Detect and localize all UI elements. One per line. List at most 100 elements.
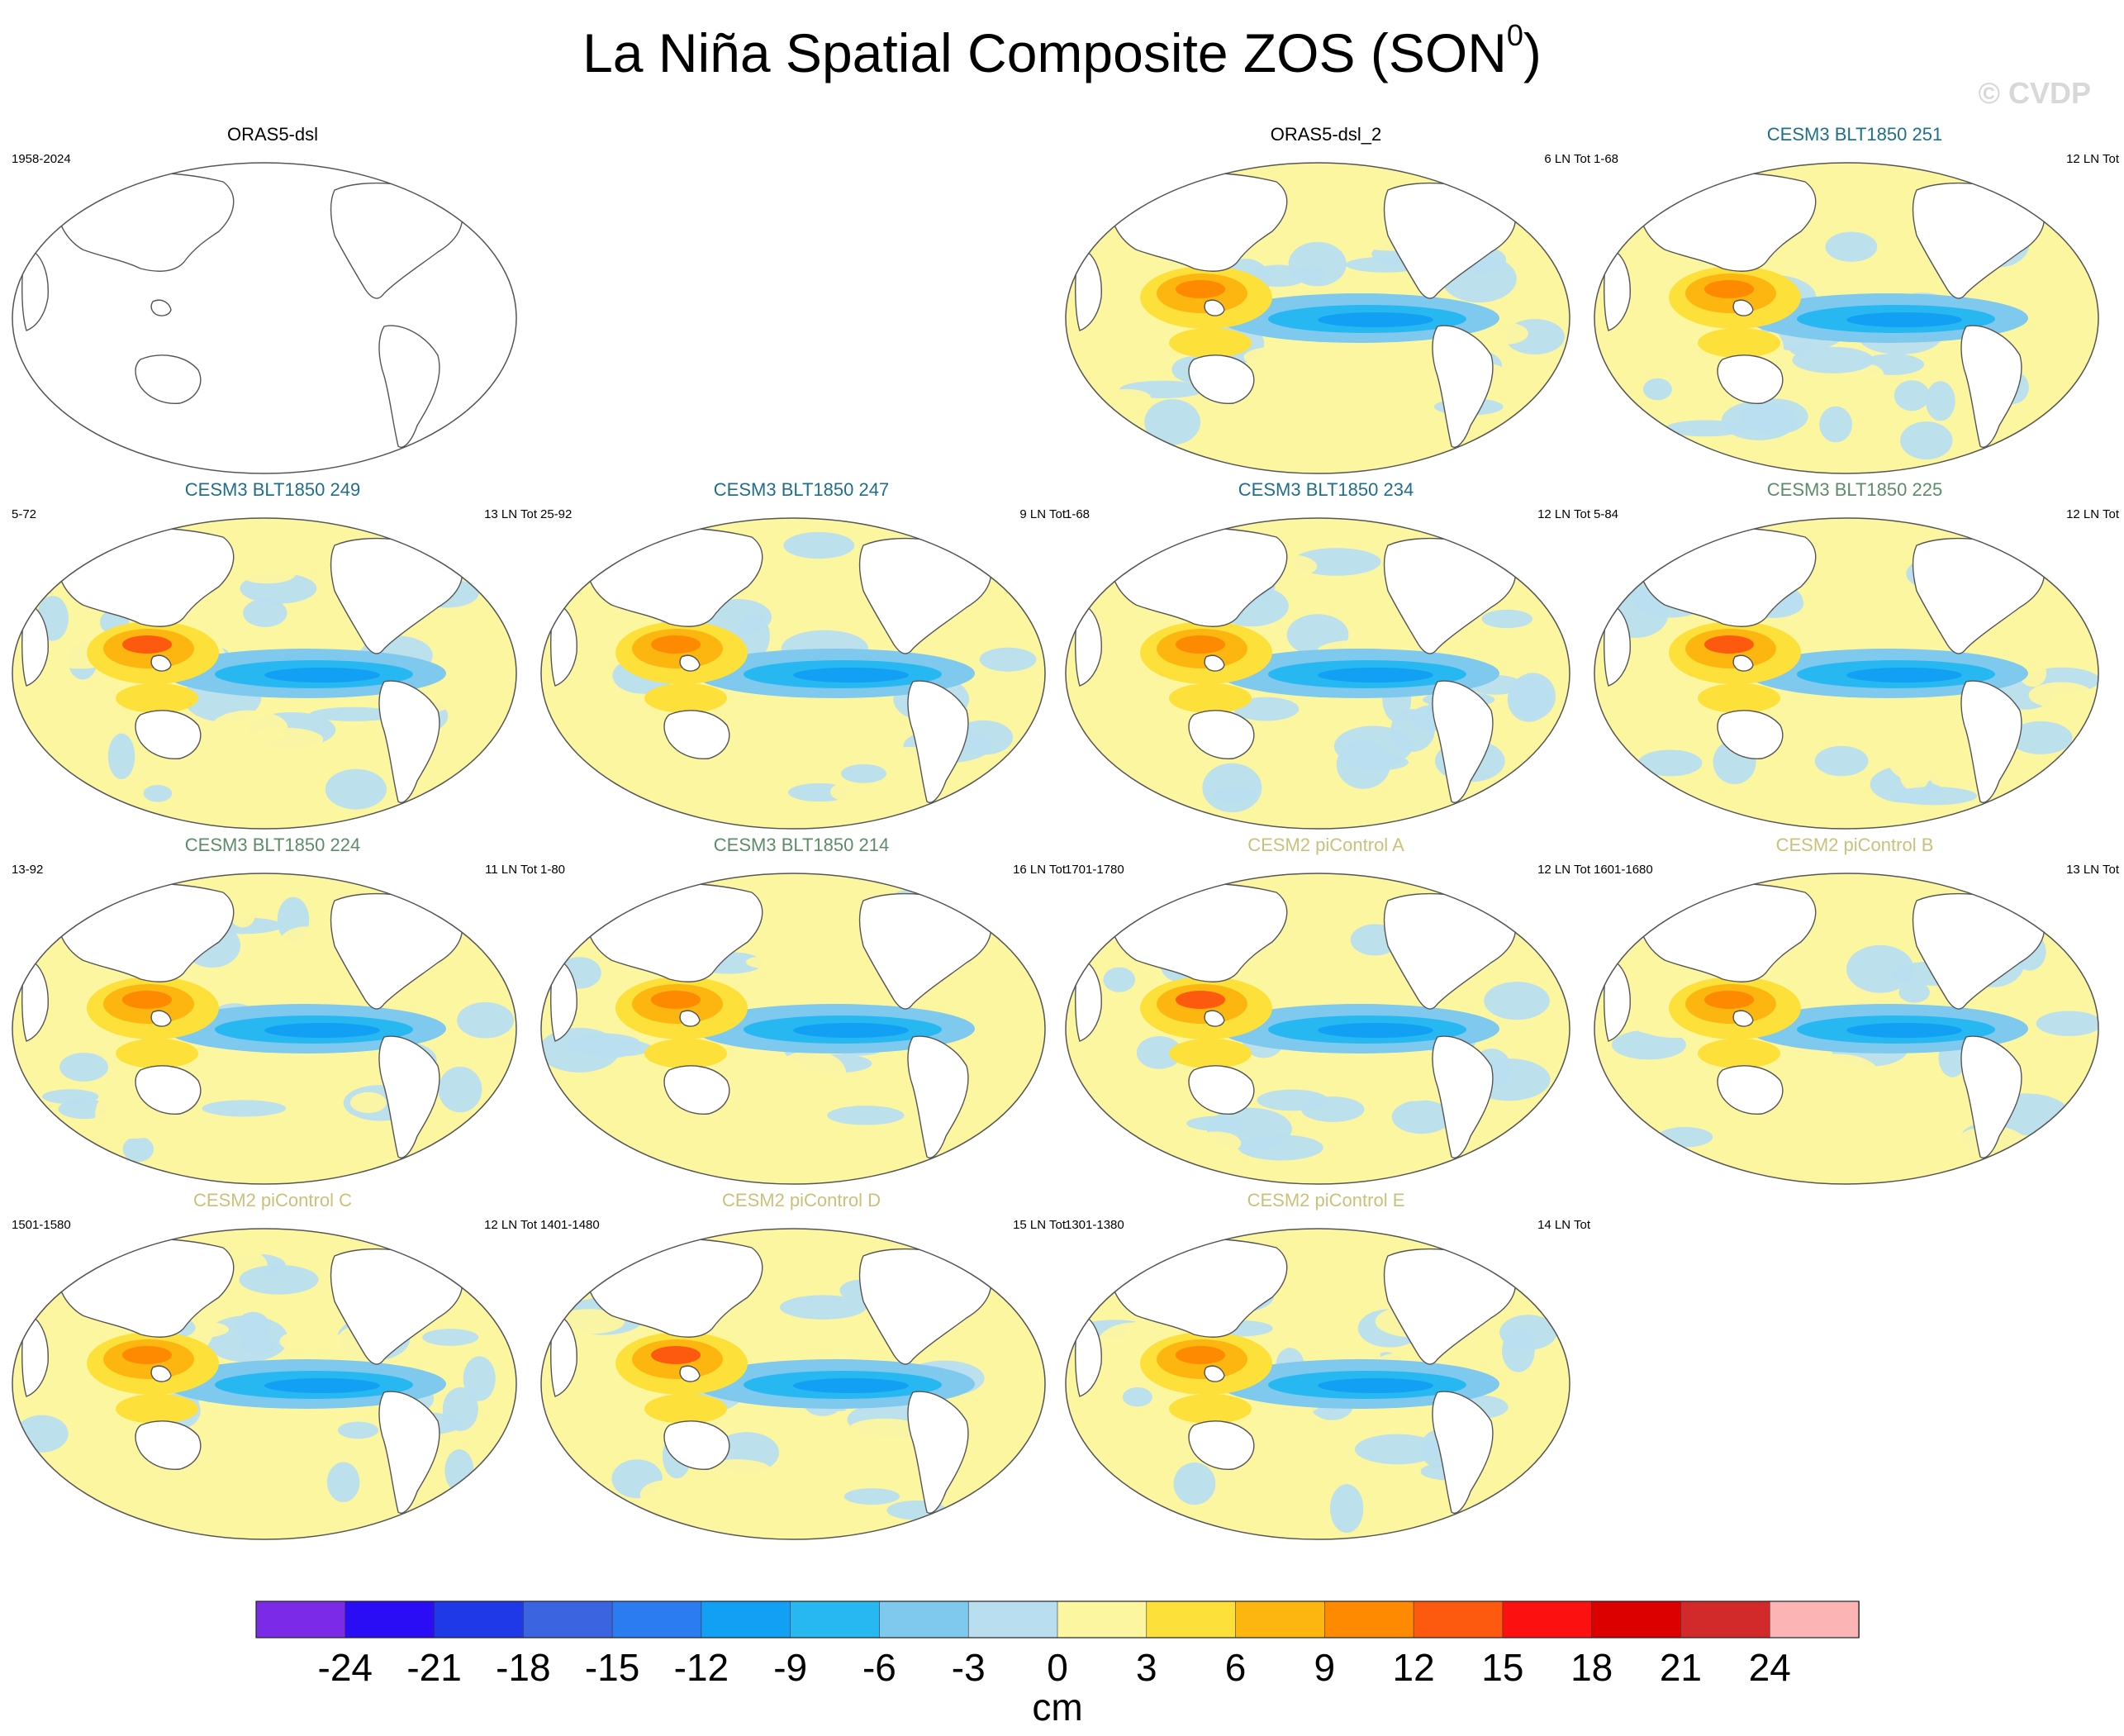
- maritime-continent-land: [679, 1365, 701, 1382]
- map-field: [541, 873, 1045, 1184]
- maritime-continent-land: [679, 1010, 701, 1027]
- field-patch: [183, 1434, 266, 1463]
- colorbar-swatch: [611, 1600, 702, 1638]
- field-patch: [1637, 749, 1703, 777]
- map-panel: CESM2 piControl D 1401-1480 15 LN Tot: [537, 1190, 1066, 1540]
- cold-tongue-core: [1318, 1378, 1433, 1393]
- colorbar-swatch: [1769, 1600, 1860, 1638]
- map-svg: [1594, 162, 2099, 474]
- south-america-land: [907, 680, 969, 803]
- africa-edge-land: [550, 1313, 577, 1397]
- field-patch: [264, 757, 314, 790]
- map-svg: [540, 517, 1046, 830]
- field-patch: [122, 1136, 154, 1163]
- field-patch: [1354, 1434, 1441, 1465]
- colorbar-tick-label: 21: [1660, 1646, 1702, 1689]
- cold-tongue-core: [1318, 312, 1433, 327]
- south-warm-lobe: [1169, 683, 1252, 713]
- maritime-continent-land: [1204, 299, 1225, 316]
- map-panel: CESM3 BLT1850 234 1-68 12 LN Tot: [1062, 479, 1590, 830]
- cold-tongue-core: [1846, 1023, 1962, 1038]
- south-america-land: [1960, 325, 2022, 448]
- africa-edge-land: [1075, 247, 1102, 331]
- field-patch: [979, 647, 1037, 672]
- panel-ln-total: 12 LN Tot: [2066, 152, 2119, 166]
- map-svg: [540, 873, 1046, 1185]
- panel-title: CESM3 BLT1850 214: [713, 835, 890, 855]
- field-patch: [1108, 731, 1166, 763]
- field-patch: [1136, 1035, 1182, 1069]
- panel-title: CESM2 piControl D: [722, 1190, 881, 1210]
- field-patch: [1825, 231, 1878, 262]
- warm-pool-core: [122, 1346, 172, 1364]
- cold-tongue-core: [793, 668, 909, 683]
- maritime-continent-land: [1204, 654, 1225, 672]
- field-patch: [1814, 745, 1869, 777]
- panel-title: CESM3 BLT1850 225: [1766, 479, 1943, 500]
- field-patch: [1792, 346, 1874, 373]
- field-patch: [1282, 393, 1354, 420]
- map-svg: [12, 162, 517, 474]
- australia-land: [1188, 354, 1255, 404]
- colorbar-tick-label: 15: [1481, 1646, 1523, 1689]
- field-patch: [430, 968, 475, 998]
- maritime-continent-land: [679, 654, 701, 672]
- colorbar-tick-label: 9: [1314, 1646, 1336, 1689]
- map-border: [1065, 162, 1570, 474]
- field-patch: [728, 1125, 787, 1161]
- field-patch: [444, 1449, 474, 1492]
- map-panel: CESM3 BLT1850 214 1-80 16 LN Tot: [537, 835, 1066, 1185]
- field-patch: [2009, 721, 2073, 754]
- map-field: [1594, 518, 2098, 829]
- map-field: [541, 1229, 1045, 1539]
- field-patch: [1721, 401, 1797, 440]
- africa-edge-land: [21, 958, 49, 1042]
- field-patch: [1855, 546, 1888, 561]
- cold-tongue-core: [264, 668, 380, 683]
- maritime-continent-land: [150, 299, 172, 316]
- panel-years: 1958-2024: [12, 152, 71, 166]
- south-america-land: [1432, 680, 1494, 803]
- field-patch: [1274, 1459, 1342, 1475]
- south-america-land: [1960, 1035, 2022, 1158]
- panel-years: 1501-1580: [12, 1218, 71, 1232]
- map-panel: CESM3 BLT1850 225 5-84 12 LN Tot: [1590, 479, 2119, 830]
- map-border: [12, 162, 517, 474]
- maritime-continent-land: [1204, 1010, 1225, 1027]
- australia-land: [1188, 1065, 1255, 1115]
- panel-ln-total: 12 LN Tot: [484, 1218, 537, 1232]
- map-field: [1066, 163, 1570, 473]
- field-patch: [1100, 334, 1171, 358]
- field-patch: [1391, 1100, 1452, 1134]
- field-patch: [1309, 362, 1378, 401]
- south-warm-lobe: [644, 683, 727, 713]
- south-warm-lobe: [1169, 1394, 1252, 1424]
- australia-land: [663, 1065, 730, 1115]
- field-patch: [1481, 609, 1533, 629]
- field-patch: [41, 1089, 99, 1105]
- field-patch: [1408, 344, 1440, 381]
- map-field: [1594, 873, 2098, 1184]
- colorbar-swatch: [255, 1600, 346, 1638]
- field-patch: [438, 1066, 482, 1113]
- colorbar-tick-label: 0: [1047, 1646, 1068, 1689]
- map-panel: CESM3 BLT1850 247 25-92 9 LN Tot: [537, 479, 1066, 830]
- map-border: [12, 517, 517, 830]
- map-panel: CESM3 BLT1850 251 1-68 12 LN Tot: [1590, 124, 2119, 474]
- map-field: [12, 873, 516, 1184]
- panel-title: ORAS5-dsl_2: [1270, 124, 1382, 145]
- colorbar-swatch: [1680, 1600, 1771, 1638]
- field-patch: [1507, 677, 1551, 722]
- map-panel: CESM3 BLT1850 224 13-92 11 LN Tot: [8, 835, 537, 1185]
- africa-edge-land: [1604, 247, 1631, 331]
- map-panel: ORAS5-dsl 1958-2024: [8, 124, 537, 474]
- field-patch: [1395, 1043, 1428, 1089]
- warm-pool-core: [1176, 280, 1225, 298]
- field-patch: [278, 926, 335, 962]
- field-patch: [1665, 420, 1746, 437]
- cold-tongue-core: [1318, 1023, 1433, 1038]
- colorbar-tick-label: -12: [674, 1646, 729, 1689]
- colorbar-tick-label: -18: [496, 1646, 550, 1689]
- map-border: [540, 1228, 1046, 1540]
- maritime-continent-land: [1732, 654, 1754, 672]
